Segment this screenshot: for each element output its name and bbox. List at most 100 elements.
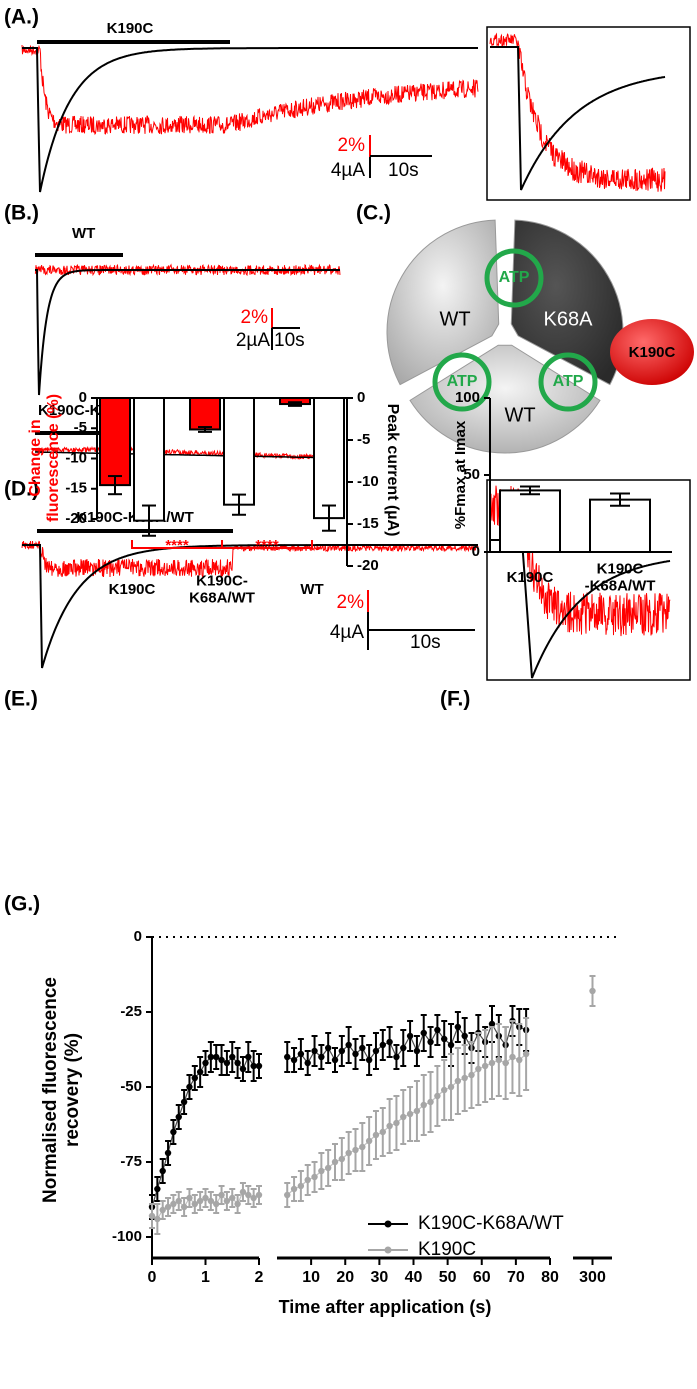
data-point	[461, 1032, 468, 1040]
data-point	[454, 1023, 462, 1031]
data-point	[148, 1212, 156, 1220]
y-tick-label: 0	[357, 389, 365, 406]
data-point	[331, 1158, 339, 1166]
bar	[133, 397, 165, 522]
data-point	[311, 1047, 318, 1055]
data-point	[223, 1197, 231, 1205]
trace	[34, 263, 341, 277]
x-tick-label: K190C	[507, 569, 554, 586]
data-point	[191, 1074, 198, 1082]
y-tick-label: -15	[65, 480, 87, 497]
data-point	[488, 1020, 496, 1028]
data-point	[386, 1038, 393, 1046]
data-point	[218, 1056, 225, 1064]
data-point	[400, 1044, 407, 1052]
data-point	[461, 1074, 468, 1082]
trace	[35, 269, 340, 396]
data-point	[434, 1026, 441, 1034]
y2-axis-title: Peak current (µA)	[384, 404, 401, 537]
x-tick-label: 70	[507, 1269, 525, 1286]
y-tick-label: -20	[65, 510, 87, 527]
trace	[22, 544, 478, 669]
panel-label: (G.)	[4, 893, 40, 916]
data-point	[318, 1167, 325, 1175]
data-point	[255, 1191, 263, 1199]
data-point	[468, 1071, 475, 1079]
y-tick-label: -5	[357, 431, 370, 448]
data-point	[202, 1059, 209, 1067]
y-tick-label: 50	[463, 466, 480, 483]
data-point	[393, 1119, 400, 1127]
data-point	[245, 1053, 252, 1061]
data-point	[223, 1059, 231, 1067]
x-tick-label: 20	[336, 1269, 354, 1286]
trace	[22, 47, 478, 193]
y-tick-label: -20	[357, 557, 379, 574]
data-point	[359, 1044, 366, 1052]
data-point	[234, 1200, 241, 1208]
panel-label: (F.)	[440, 688, 470, 711]
data-point	[372, 1131, 380, 1139]
data-point	[186, 1194, 193, 1202]
data-point	[420, 1029, 427, 1037]
x-tick-label: 300	[579, 1269, 606, 1286]
data-point	[311, 1173, 318, 1181]
data-point	[522, 1050, 530, 1058]
scale-label: 10s	[274, 330, 305, 351]
construct-label: WT	[72, 225, 95, 242]
x-tick-label: 10	[302, 1269, 320, 1286]
data-point	[284, 1191, 291, 1199]
data-point	[304, 1059, 311, 1067]
y-tick-label: -25	[120, 1003, 142, 1020]
data-point	[338, 1047, 346, 1055]
subunit-diagram: ATP ATP ATP WT K68A WT K190C	[386, 219, 694, 454]
scale-label: 2%	[241, 307, 269, 328]
data-point	[234, 1059, 241, 1067]
data-point	[413, 1047, 421, 1055]
y-tick-label: -10	[65, 449, 87, 466]
ligand-label: ATP	[499, 269, 530, 286]
x-tick-label: 60	[473, 1269, 491, 1286]
y-axis-title: %Fmax at Imax	[452, 420, 469, 529]
data-point	[352, 1146, 359, 1154]
data-point	[475, 1065, 482, 1073]
data-point	[345, 1041, 352, 1049]
binding-site	[484, 248, 544, 308]
trace	[21, 44, 479, 136]
construct-label: K190C	[107, 20, 154, 37]
data-point	[365, 1056, 373, 1064]
data-point	[434, 1092, 441, 1100]
bar	[313, 397, 345, 520]
data-point	[447, 1041, 455, 1049]
significance-label: ****	[255, 537, 279, 554]
label-tag	[610, 319, 694, 385]
data-point	[318, 1053, 325, 1061]
data-point	[447, 1083, 455, 1091]
y-tick-label: -75	[120, 1153, 142, 1170]
data-point	[196, 1068, 204, 1076]
data-point	[255, 1062, 263, 1070]
data-point	[245, 1191, 252, 1199]
data-point	[250, 1062, 257, 1070]
subunit-label: K68A	[544, 308, 594, 330]
data-point	[481, 1062, 489, 1070]
data-point	[338, 1155, 346, 1163]
data-point	[159, 1206, 166, 1214]
y-tick-label: 0	[472, 543, 480, 560]
data-point	[331, 1056, 339, 1064]
x-axis-title: Time after application (s)	[279, 1297, 492, 1317]
data-point	[324, 1044, 332, 1052]
x-tick-label: 40	[405, 1269, 423, 1286]
data-point	[297, 1050, 305, 1058]
data-point	[207, 1053, 215, 1061]
panel-label: (A.)	[4, 6, 39, 29]
data-point	[191, 1200, 198, 1208]
data-point	[406, 1110, 414, 1118]
data-point	[290, 1185, 298, 1193]
data-point	[229, 1194, 236, 1202]
data-point	[427, 1098, 434, 1106]
data-point	[218, 1191, 225, 1199]
data-point	[154, 1185, 161, 1193]
data-point	[297, 1182, 305, 1190]
data-point	[495, 1056, 503, 1064]
